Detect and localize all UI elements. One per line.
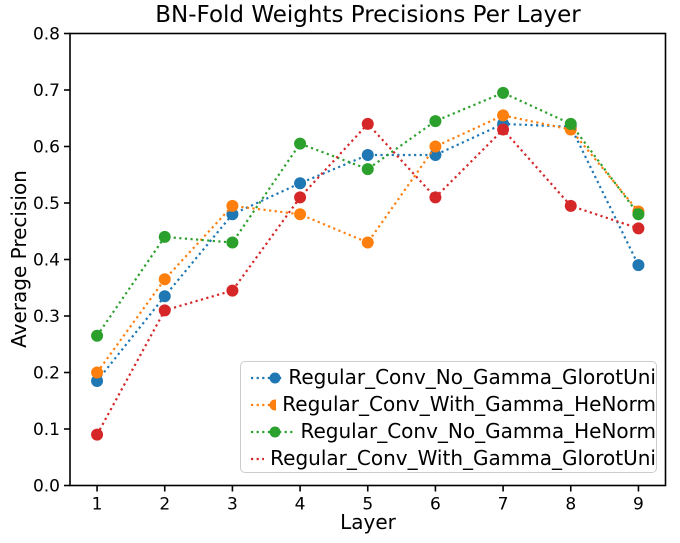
y-axis: 0.0 0.1 0.2 0.3 0.4 0.5 0.6 0.7 0.8	[33, 25, 70, 497]
legend-entry: Regular_Conv_With_Gamma_HeNorm	[241, 391, 656, 418]
legend-label: Regular_Conv_With_Gamma_HeNorm	[282, 392, 656, 416]
legend-marker	[269, 399, 277, 410]
data-point-marker	[497, 123, 510, 136]
x-tick-label: 8	[565, 495, 576, 515]
data-point-marker	[294, 137, 307, 150]
data-point-marker	[226, 236, 239, 249]
series-Regular_Conv_With_Gamma_GlorotUni	[91, 117, 645, 441]
legend-label: Regular_Conv_With_Gamma_GlorotUni	[270, 446, 656, 470]
data-point-marker	[429, 191, 442, 204]
data-point-marker	[361, 163, 374, 176]
data-point-marker	[91, 374, 104, 387]
legend-label: Regular_Conv_No_Gamma_HeNorm	[300, 419, 657, 443]
y-tick-label: 0.2	[33, 364, 60, 384]
data-point-marker	[158, 290, 171, 303]
legend-entry: Regular_Conv_No_Gamma_GlorotUni	[241, 364, 656, 391]
y-tick-label: 0.4	[33, 251, 60, 271]
y-tick-label: 0.0	[33, 477, 60, 497]
x-axis: 1 2 3 4 5 6 7 8 9	[92, 485, 644, 515]
data-point-marker	[226, 199, 239, 212]
y-tick-label: 0.5	[33, 194, 60, 214]
legend-sample-line	[251, 399, 277, 410]
data-point-marker	[226, 208, 239, 221]
x-tick-label: 7	[498, 495, 509, 515]
data-point-marker	[429, 140, 442, 153]
data-point-marker	[632, 208, 645, 221]
x-tick-label: 2	[159, 495, 170, 515]
data-point-marker	[429, 148, 442, 161]
series-line	[96, 122, 640, 382]
legend-entry: Regular_Conv_No_Gamma_HeNorm	[241, 418, 656, 445]
data-point-marker	[361, 117, 374, 130]
chart-title: BN-Fold Weights Precisions Per Layer	[155, 2, 581, 28]
series-Regular_Conv_No_Gamma_HeNorm	[91, 86, 645, 342]
data-point-marker	[91, 329, 104, 342]
data-point-marker	[632, 222, 645, 235]
y-tick-label: 0.1	[33, 420, 60, 440]
legend-label: Regular_Conv_No_Gamma_GlorotUni	[288, 365, 656, 389]
data-point-marker	[91, 428, 104, 441]
x-tick-label: 9	[633, 495, 644, 515]
y-tick-label: 0.3	[33, 307, 60, 327]
data-point-marker	[564, 199, 577, 212]
data-point-marker	[158, 230, 171, 243]
data-point-marker	[361, 236, 374, 249]
legend-marker	[269, 426, 281, 437]
data-point-marker	[294, 177, 307, 190]
series-line	[96, 114, 640, 374]
x-tick-label: 6	[430, 495, 441, 515]
x-tick-label: 4	[295, 495, 306, 515]
x-tick-label: 5	[362, 495, 373, 515]
data-point-marker	[497, 86, 510, 99]
data-point-marker	[91, 366, 104, 379]
legend-sample-line	[251, 457, 265, 460]
data-point-marker	[294, 191, 307, 204]
data-point-marker	[158, 273, 171, 286]
legend: Regular_Conv_No_Gamma_GlorotUni Regular_C…	[240, 361, 657, 473]
x-tick-label: 1	[92, 495, 103, 515]
y-tick-label: 0.8	[33, 25, 60, 45]
data-point-marker	[497, 109, 510, 122]
data-point-marker	[294, 208, 307, 221]
legend-entry: Regular_Conv_With_Gamma_GlorotUni	[241, 445, 656, 472]
data-point-marker	[226, 284, 239, 297]
series-Regular_Conv_No_Gamma_GlorotUni	[91, 117, 645, 387]
legend-sample-line	[251, 372, 283, 383]
data-point-marker	[361, 148, 374, 161]
data-point-marker	[158, 304, 171, 317]
x-tick-label: 3	[227, 495, 238, 515]
legend-sample-line	[251, 426, 295, 437]
data-point-marker	[632, 259, 645, 272]
y-tick-label: 0.7	[33, 81, 60, 101]
x-axis-label: Layer	[340, 510, 396, 534]
y-tick-label: 0.6	[33, 138, 60, 158]
data-point-marker	[564, 117, 577, 130]
data-point-marker	[429, 115, 442, 128]
legend-marker	[269, 372, 281, 383]
